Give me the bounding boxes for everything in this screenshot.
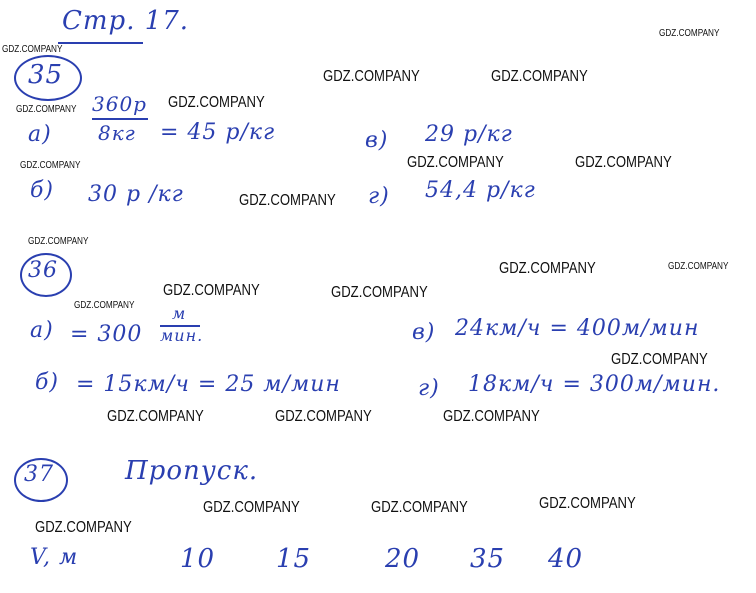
item-label: б): [30, 178, 55, 203]
watermark: GDZ.COMPANY: [2, 44, 63, 55]
item-label: а): [30, 318, 54, 343]
value: 40: [548, 544, 584, 574]
exercise-number-35: 35: [28, 60, 64, 90]
watermark: GDZ.COMPANY: [443, 408, 540, 425]
fraction-numerator: 360р: [92, 92, 147, 116]
item-label: г): [368, 184, 390, 209]
watermark: GDZ.COMPANY: [668, 261, 729, 272]
watermark: GDZ.COMPANY: [74, 300, 135, 311]
answer: = 45 р/кг: [160, 120, 276, 145]
skipped-note: Пропуск.: [125, 456, 259, 486]
value: 20: [385, 544, 421, 574]
value: 10: [180, 544, 216, 574]
exercise-number-37: 37: [24, 462, 54, 487]
watermark: GDZ.COMPANY: [239, 192, 336, 209]
watermark: GDZ.COMPANY: [407, 154, 504, 171]
item-label: б): [35, 370, 60, 395]
item-label: в): [412, 320, 436, 345]
watermark: GDZ.COMPANY: [203, 499, 300, 516]
answer: = 300: [70, 322, 143, 347]
watermark: GDZ.COMPANY: [499, 260, 596, 277]
answer: 18км/ч = 300м/мин.: [468, 372, 721, 397]
item-label: в): [365, 128, 389, 153]
unit-denominator: мин.: [160, 326, 204, 345]
watermark: GDZ.COMPANY: [275, 408, 372, 425]
watermark: GDZ.COMPANY: [539, 495, 636, 512]
value: 15: [276, 544, 312, 574]
watermark: GDZ.COMPANY: [168, 94, 265, 111]
watermark: GDZ.COMPANY: [35, 519, 132, 536]
watermark: GDZ.COMPANY: [611, 351, 708, 368]
answer: 30 р /кг: [88, 182, 184, 207]
fraction-bar: [160, 325, 200, 327]
exercise-number-36: 36: [28, 258, 58, 283]
unit-numerator: м: [172, 304, 187, 323]
row-label: V, м: [30, 545, 79, 570]
answer: = 15км/ч = 25 м/мин: [76, 372, 341, 397]
watermark: GDZ.COMPANY: [16, 104, 77, 115]
answer: 54,4 р/кг: [425, 178, 536, 203]
exercise-circle: [20, 253, 72, 297]
watermark: GDZ.COMPANY: [659, 28, 720, 39]
watermark: GDZ.COMPANY: [371, 499, 468, 516]
watermark: GDZ.COMPANY: [163, 282, 260, 299]
value: 35: [470, 544, 506, 574]
watermark: GDZ.COMPANY: [323, 68, 420, 85]
fraction-bar: [92, 118, 148, 120]
watermark: GDZ.COMPANY: [575, 154, 672, 171]
watermark: GDZ.COMPANY: [491, 68, 588, 85]
item-label: г): [418, 376, 440, 401]
exercise-circle: [14, 458, 68, 502]
watermark: GDZ.COMPANY: [20, 160, 81, 171]
item-label: а): [28, 122, 52, 147]
watermark: GDZ.COMPANY: [107, 408, 204, 425]
fraction-denominator: 8кг: [98, 121, 136, 145]
page-number: Стр. 17.: [62, 6, 190, 36]
underline: [58, 42, 143, 44]
answer: 29 р/кг: [425, 122, 513, 147]
answer: 24км/ч = 400м/мин: [455, 316, 700, 341]
exercise-circle: [14, 55, 82, 101]
watermark: GDZ.COMPANY: [28, 236, 89, 247]
watermark: GDZ.COMPANY: [331, 284, 428, 301]
